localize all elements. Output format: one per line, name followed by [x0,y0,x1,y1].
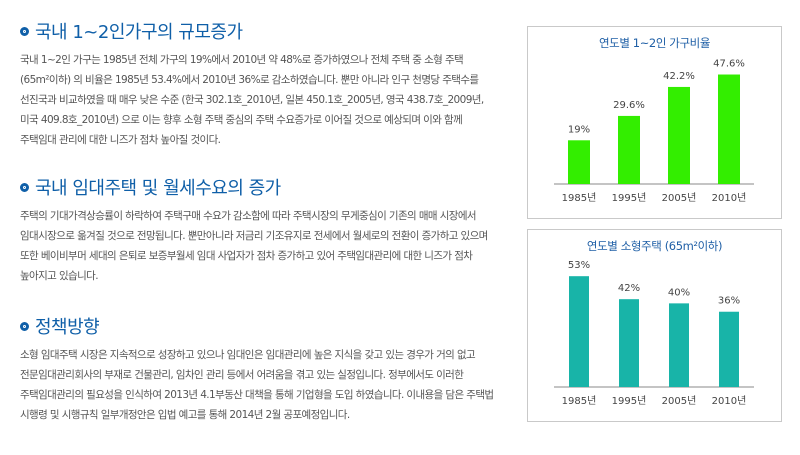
section-title: 정책방향 [35,317,100,338]
data-label: 53% [568,260,590,271]
bar-2005년 [669,303,689,387]
data-label: 29.6% [613,100,645,111]
section-text: 소형 임대주택 시장은 지속적으로 성장하고 있으나 임대인은 임대관리에 높은… [20,349,494,421]
x-tick-label: 2005년 [662,395,697,407]
x-tick-label: 1995년 [612,395,647,407]
section-rental-demand: 국내 임대주택 및 월세수요의 증가 주택의 기대가격상승률이 하락하여 주택구… [20,174,498,286]
bar-2010년 [718,74,740,184]
section-household-growth: 국내 1~2인가구의 규모증가 국내 1~2인 가구는 1985년 전체 가구의… [20,18,498,150]
section-title: 국내 1~2인가구의 규모증가 [35,22,243,43]
bullet-icon [20,26,29,36]
bar-1995년 [618,115,640,184]
chart-household-ratio: 연도별 1~2인 가구비율 19% 1985년 29.6% 1995년 42.2% 200… [527,26,782,219]
x-tick-label: 1995년 [612,192,647,204]
data-label: 42.2% [663,71,695,82]
data-label: 36% [718,296,740,307]
section-text: 주택의 기대가격상승률이 하락하여 주택구매 수요가 감소함에 따라 주택시장의… [20,210,488,282]
data-label: 40% [668,287,690,298]
chart-title: 연도별 소형주택 (65m²이하) [528,238,781,254]
section-policy: 정책방향 소형 임대주택 시장은 지속적으로 성장하고 있으나 임대인은 임대관… [20,313,498,425]
bar-1985년 [569,276,589,387]
x-tick-label: 2010년 [712,192,747,204]
bullet-icon [20,182,29,192]
bar-1985년 [568,140,590,184]
bar-chart: 53% 1985년 42% 1995년 40% 2005년 36% 2010년 [554,260,754,407]
bar-2005년 [668,86,690,184]
section-text: 국내 1~2인 가구는 1985년 전체 가구의 19%에서 2010년 약 4… [20,54,484,146]
section-title: 국내 임대주택 및 월세수요의 증가 [35,178,281,199]
section-heading: 국내 1~2인가구의 규모증가 [20,18,498,44]
bar-2010년 [719,311,739,387]
x-tick-label: 1985년 [562,395,597,407]
chart-small-housing: 연도별 소형주택 (65m²이하) 53% 1985년 42% 1995년 40% 200… [527,229,782,422]
x-tick-label: 2005년 [662,192,697,204]
x-tick-label: 1985년 [562,192,597,204]
bar-chart: 19% 1985년 29.6% 1995년 42.2% 2005년 47.6% 2010년 [554,59,754,204]
data-label: 19% [568,124,590,135]
bullet-icon [20,321,29,331]
section-heading: 정책방향 [20,313,498,339]
x-tick-label: 2010년 [712,395,747,407]
chart-title: 연도별 1~2인 가구비율 [598,36,711,50]
bar-1995년 [619,299,639,387]
section-heading: 국내 임대주택 및 월세수요의 증가 [20,174,498,200]
data-label: 42% [618,283,640,294]
data-label: 47.6% [713,59,745,70]
chart-title-text: 연도별 소형주택 (65m²이하) [586,239,723,253]
